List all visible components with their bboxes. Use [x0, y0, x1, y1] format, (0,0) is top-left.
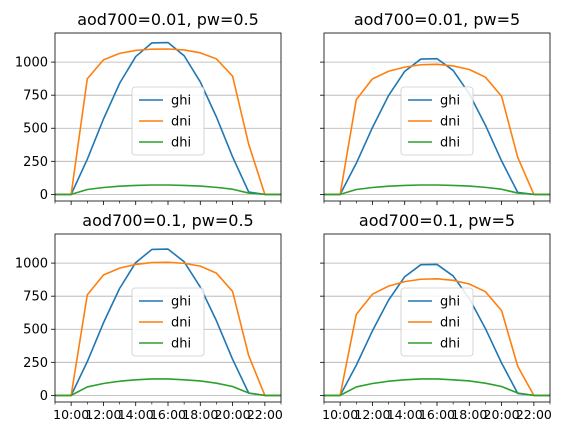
series-line-dhi [55, 184, 281, 196]
y-tick-label: 1000 [15, 257, 48, 272]
x-tick-label: 20:00 [484, 407, 520, 422]
y-tick-label: 500 [23, 323, 48, 338]
series-line-dni [324, 63, 550, 196]
x-tick-label: 12:00 [354, 407, 390, 422]
legend: ghi dni dhi [400, 86, 474, 156]
legend: ghi dni dhi [131, 86, 205, 156]
legend-label-dni: dni [171, 115, 191, 130]
x-tick-label: 14:00 [387, 407, 423, 422]
series-line-ghi [324, 263, 550, 397]
subplot-1: 0 250 500 750 1000 aod700=0.01, pw=0.5 ghi dni d… [15, 10, 282, 205]
legend-label-dhi: dhi [440, 337, 460, 352]
legend-label-dni: dni [440, 316, 460, 331]
legend-label-ghi: ghi [171, 295, 191, 310]
x-tick-label: 18:00 [451, 407, 487, 422]
series-line-dni [55, 48, 281, 196]
y-tick-label: 750 [23, 290, 48, 305]
legend: ghi dni dhi [131, 287, 205, 357]
y-tick-label: 250 [23, 356, 48, 371]
series-line-dhi [324, 184, 550, 196]
legend-label-ghi: ghi [171, 94, 191, 109]
legend-label-dhi: dhi [171, 136, 191, 151]
x-tick-label: 10:00 [53, 407, 89, 422]
legend-box [131, 86, 205, 156]
series-line-dni [324, 278, 550, 397]
subplot-title: aod700=0.01, pw=0.5 [77, 10, 259, 29]
legend-box [131, 287, 205, 357]
x-tick-label: 22:00 [247, 407, 283, 422]
series-line-ghi [55, 41, 281, 196]
series-line-dni [55, 261, 281, 397]
legend-label-ghi: ghi [440, 94, 460, 109]
series-line-dhi [55, 378, 281, 397]
legend-label-dhi: dhi [171, 337, 191, 352]
x-tick-label: 22:00 [516, 407, 552, 422]
y-tick-label: 0 [40, 389, 48, 404]
subplot-title: aod700=0.1, pw=5 [359, 211, 515, 230]
x-tick-label: 10:00 [322, 407, 358, 422]
series-line-dhi [324, 378, 550, 397]
subplot-title: aod700=0.1, pw=0.5 [82, 211, 253, 230]
y-tick-label: 250 [23, 155, 48, 170]
x-tick-label: 16:00 [150, 407, 186, 422]
legend: ghi dni dhi [400, 287, 474, 357]
y-tick-label: 500 [23, 122, 48, 137]
subplot-title: aod700=0.01, pw=5 [354, 10, 520, 29]
y-tick-label: 1000 [15, 56, 48, 71]
legend-label-ghi: ghi [440, 295, 460, 310]
x-tick-label: 12:00 [85, 407, 121, 422]
x-tick-label: 16:00 [419, 407, 455, 422]
series-line-ghi [324, 57, 550, 196]
legend-box [400, 86, 474, 156]
subplot-2: aod700=0.01, pw=5 ghi dni dhi [320, 10, 551, 205]
legend-label-dni: dni [171, 316, 191, 331]
x-tick-label: 14:00 [118, 407, 154, 422]
legend-label-dhi: dhi [440, 136, 460, 151]
y-tick-label: 750 [23, 89, 48, 104]
x-tick-label: 20:00 [215, 407, 251, 422]
x-tick-label: 18:00 [182, 407, 218, 422]
legend-box [400, 287, 474, 357]
legend-label-dni: dni [440, 115, 460, 130]
subplot-3: 0250500750100010:0012:0014:0016:0018:002… [15, 211, 283, 422]
y-tick-label: 0 [40, 188, 48, 203]
series-line-ghi [55, 248, 281, 397]
